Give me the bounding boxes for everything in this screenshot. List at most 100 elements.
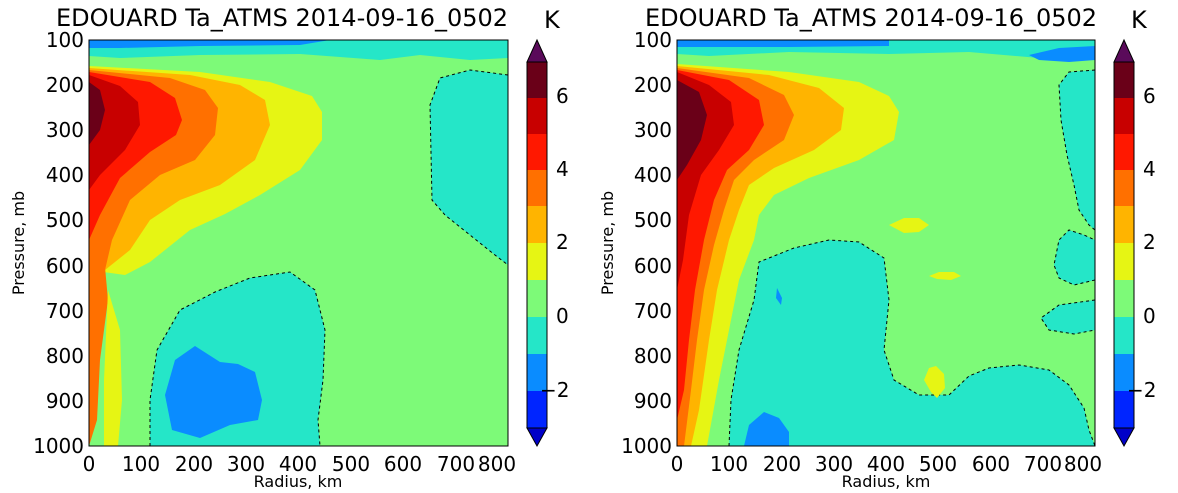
chart-title: EDOUARD Ta_ATMS 2014-09-16_0502 bbox=[645, 4, 1097, 32]
y-tick-label: 1000 bbox=[33, 434, 84, 458]
colorbar-unit: K bbox=[1131, 6, 1148, 34]
y-tick-label: 100 bbox=[634, 28, 672, 52]
colorbar-level-m1-0 bbox=[527, 317, 547, 354]
y-tick-label: 900 bbox=[634, 389, 672, 413]
y-tick-label: 200 bbox=[634, 73, 672, 97]
colorbar-level-5-6 bbox=[1114, 98, 1134, 134]
x-axis-label: Radius, km bbox=[254, 472, 343, 491]
y-axis-label: Pressure, mb bbox=[9, 191, 28, 295]
y-tick-label: 700 bbox=[634, 299, 672, 323]
x-tick-label: 700 bbox=[437, 452, 475, 476]
far-right-cool-region bbox=[1053, 229, 1095, 286]
x-tick-label: 700 bbox=[1024, 452, 1062, 476]
y-tick-label: 800 bbox=[634, 344, 672, 368]
colorbar-level-1-2 bbox=[1114, 243, 1134, 280]
warm-pocket-500mb bbox=[889, 218, 929, 233]
colorbar: K 6 4 2 0 −2 bbox=[526, 6, 569, 448]
colorbar-level-m2-m1 bbox=[1114, 354, 1134, 391]
y-tick-label: 500 bbox=[634, 208, 672, 232]
colorbar-level-6-7 bbox=[527, 62, 547, 98]
colorbar-frame bbox=[526, 61, 548, 429]
y-tick-label: 500 bbox=[46, 208, 84, 232]
low-level-yellow-column bbox=[104, 290, 122, 446]
y-tick-label: 800 bbox=[46, 344, 84, 368]
right-edge-cool-patch bbox=[1040, 299, 1095, 335]
colorbar-level-m1-0 bbox=[1114, 317, 1134, 354]
colorbar-level-2-3 bbox=[527, 206, 547, 243]
x-tick-label: 100 bbox=[122, 452, 160, 476]
colorbar-tick-label: 4 bbox=[556, 157, 569, 181]
colorbar-lower-extend bbox=[1113, 427, 1135, 448]
y-tick-label: 200 bbox=[46, 73, 84, 97]
x-tick-label: 500 bbox=[332, 452, 370, 476]
warm-core-6-7 bbox=[677, 80, 707, 180]
y-tick-label: 900 bbox=[46, 389, 84, 413]
colorbar: K 6 4 2 0 −2 bbox=[1113, 6, 1156, 448]
colorbar-level-m3-m2 bbox=[1114, 391, 1134, 428]
x-tick-label: 300 bbox=[227, 452, 265, 476]
colorbar-tick-label: 2 bbox=[1143, 230, 1156, 254]
left-panel: EDOUARD Ta_ATMS 2014-09-16_0502 100 bbox=[9, 4, 569, 491]
x-tick-label: 0 bbox=[83, 452, 96, 476]
x-axis: 0 100 200 300 400 500 600 700 800 Radius… bbox=[671, 452, 1102, 491]
colorbar-frame bbox=[1113, 61, 1135, 429]
x-tick-label: 0 bbox=[671, 452, 684, 476]
colorbar-level-m2-m1 bbox=[527, 354, 547, 391]
colorbar-level-2-3 bbox=[1114, 206, 1134, 243]
colorbar-level-5-6 bbox=[527, 98, 547, 134]
warm-pocket-620mb bbox=[929, 272, 961, 280]
y-tick-label: 400 bbox=[634, 163, 672, 187]
x-axis-label: Radius, km bbox=[842, 472, 931, 491]
colorbar-tick-label: 0 bbox=[556, 304, 569, 328]
low-level-orange-column bbox=[89, 240, 108, 446]
y-axis-label: Pressure, mb bbox=[598, 191, 617, 295]
colorbar-level-3-4 bbox=[1114, 170, 1134, 206]
colorbar-tick-label: 6 bbox=[1143, 84, 1156, 108]
warm-pocket-870mb bbox=[924, 366, 945, 398]
x-tick-label: 100 bbox=[710, 452, 748, 476]
colorbar-level-4-5 bbox=[527, 134, 547, 170]
contour-plot bbox=[88, 39, 509, 447]
y-tick-label: 300 bbox=[46, 118, 84, 142]
colorbar-level-0-1 bbox=[527, 280, 547, 317]
x-tick-label: 200 bbox=[175, 452, 213, 476]
colorbar-tick-label: 4 bbox=[1143, 157, 1156, 181]
x-tick-label: 800 bbox=[1064, 452, 1102, 476]
colorbar-tick-label: 2 bbox=[556, 230, 569, 254]
upper-right-cold-patch bbox=[1029, 46, 1095, 62]
contour-plot bbox=[676, 39, 1096, 447]
lower-cool-region bbox=[728, 239, 1095, 446]
x-tick-label: 500 bbox=[919, 452, 957, 476]
x-tick-label: 600 bbox=[972, 452, 1010, 476]
lower-cold-patch bbox=[744, 412, 789, 446]
y-tick-label: 100 bbox=[46, 28, 84, 52]
colorbar-tick-label: −2 bbox=[540, 378, 569, 402]
plot-frame bbox=[88, 39, 509, 447]
x-tick-label: 800 bbox=[478, 452, 516, 476]
colorbar-level-1-2 bbox=[527, 243, 547, 280]
x-axis: 0 100 200 300 400 500 600 700 800 Radius… bbox=[83, 452, 516, 491]
chart-title: EDOUARD Ta_ATMS 2014-09-16_0502 bbox=[56, 4, 508, 32]
colorbar-tick-label: 6 bbox=[556, 84, 569, 108]
outer-right-cool-region bbox=[1058, 69, 1095, 231]
top-cold-band bbox=[89, 40, 330, 48]
x-tick-label: 600 bbox=[384, 452, 422, 476]
small-cold-spot bbox=[776, 288, 782, 305]
colorbar-lower-extend bbox=[526, 427, 548, 448]
x-tick-label: 200 bbox=[763, 452, 801, 476]
colorbar-level-6-7 bbox=[1114, 62, 1134, 98]
y-tick-label: 600 bbox=[46, 254, 84, 278]
y-tick-label: 700 bbox=[46, 299, 84, 323]
colorbar-upper-extend bbox=[1113, 38, 1135, 63]
y-tick-label: 300 bbox=[634, 118, 672, 142]
y-tick-label: 400 bbox=[46, 163, 84, 187]
y-axis: 100 200 300 400 500 600 700 800 900 1000… bbox=[9, 28, 84, 458]
y-tick-label: 1000 bbox=[621, 434, 672, 458]
colorbar-level-3-4 bbox=[527, 170, 547, 206]
x-tick-label: 400 bbox=[279, 452, 317, 476]
colorbar-level-4-5 bbox=[1114, 134, 1134, 170]
top-cold-band bbox=[677, 40, 889, 47]
colorbar-level-m3-m2 bbox=[527, 391, 547, 428]
colorbar-unit: K bbox=[544, 6, 561, 34]
right-panel: EDOUARD Ta_ATMS 2014-09-16_0502 bbox=[589, 0, 1178, 493]
